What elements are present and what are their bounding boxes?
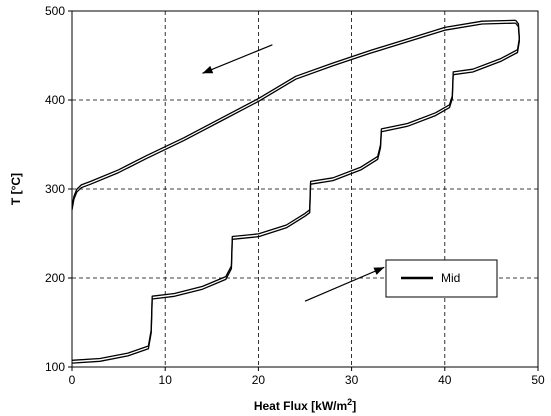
x-tick-label: 50	[531, 373, 545, 387]
y-tick-label: 200	[45, 271, 65, 285]
series-mid-cooling-curve	[71, 22, 516, 211]
series-mid-heating-curve	[71, 19, 521, 361]
series-lines	[71, 19, 521, 364]
series-mid-cooling-curve	[71, 19, 516, 208]
y-tick-label: 100	[45, 360, 65, 374]
legend-label-mid: Mid	[441, 271, 460, 285]
x-tick-label: 40	[438, 373, 452, 387]
direction-arrow	[202, 44, 273, 74]
x-tick-label: 0	[69, 373, 76, 387]
direction-arrow	[304, 266, 385, 302]
x-tick-label: 20	[252, 373, 266, 387]
series-mid-heating-curve	[71, 22, 521, 364]
x-tick-label: 10	[159, 373, 173, 387]
legend: Mid	[385, 259, 498, 298]
arrow-head	[202, 65, 214, 74]
annotations	[202, 44, 385, 302]
arrow-head	[373, 267, 385, 275]
y-tick-label: 300	[45, 182, 65, 196]
x-tick-label: 30	[345, 373, 359, 387]
y-tick-label: 500	[45, 4, 65, 18]
x-axis-title: Heat Flux [kW/m2]	[254, 397, 356, 413]
grid-lines	[72, 11, 538, 367]
y-tick-label: 400	[45, 93, 65, 107]
y-axis-title: T [°C]	[9, 173, 23, 205]
axis-ticks: 0 10 20 30 40 50 100 200 300 400 500	[45, 4, 545, 387]
